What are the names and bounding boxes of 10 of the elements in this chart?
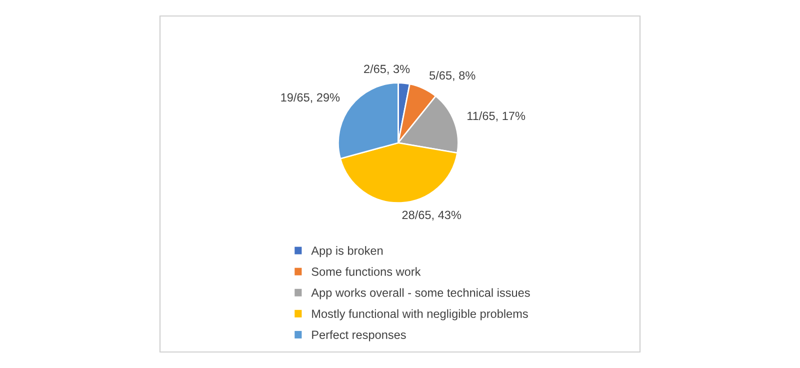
legend-label: App is broken [311,246,383,258]
legend-label: Mostly functional with negligible problems [312,309,528,320]
legend-label: Some functions work [312,267,421,276]
legend-label: App works overall - some technical issues [311,288,530,300]
data-label: 19/65, 29% [281,92,340,103]
data-label: 2/65, 3% [364,64,410,75]
legend-label: Perfect responses [312,330,406,342]
data-label: 11/65, 17% [468,111,526,122]
data-label: 28/65, 43% [402,210,462,221]
data-label: 5/65, 8% [430,70,476,82]
